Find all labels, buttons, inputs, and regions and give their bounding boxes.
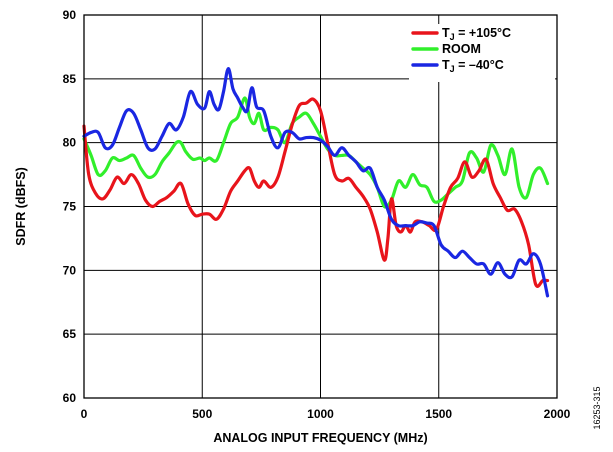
plot-frame [83,14,558,399]
x-tick-label: 1500 [425,407,452,421]
legend-label-1: ROOM [442,42,481,56]
y-tick-labels: 60 65 70 75 80 85 90 [63,8,77,405]
x-tick-label: 2000 [544,407,571,421]
y-tick-label: 75 [63,200,77,214]
series-lines [82,67,550,298]
legend-label-0: TJ = +105°C [442,26,511,42]
x-tick-labels: 0 500 1000 1500 2000 [81,407,571,421]
y-tick-label: 65 [63,327,77,341]
x-tick-label: 0 [81,407,88,421]
figure-id: 16253-315 [592,386,602,429]
y-tick-label: 85 [63,72,77,86]
y-tick-label: 70 [63,263,77,277]
x-tick-label: 500 [192,407,212,421]
series-line-2 [82,67,550,298]
legend-label-2: TJ = –40°C [442,58,504,74]
y-tick-label: 90 [63,8,77,22]
x-axis-title: ANALOG INPUT FREQUENCY (MHz) [213,431,427,445]
x-tick-label: 1000 [307,407,334,421]
series-line-1 [82,96,550,209]
y-axis-title: SDFR (dBFS) [14,167,28,245]
y-tick-label: 80 [63,136,77,150]
y-tick-label: 60 [63,391,77,405]
series-line-0 [82,97,550,288]
